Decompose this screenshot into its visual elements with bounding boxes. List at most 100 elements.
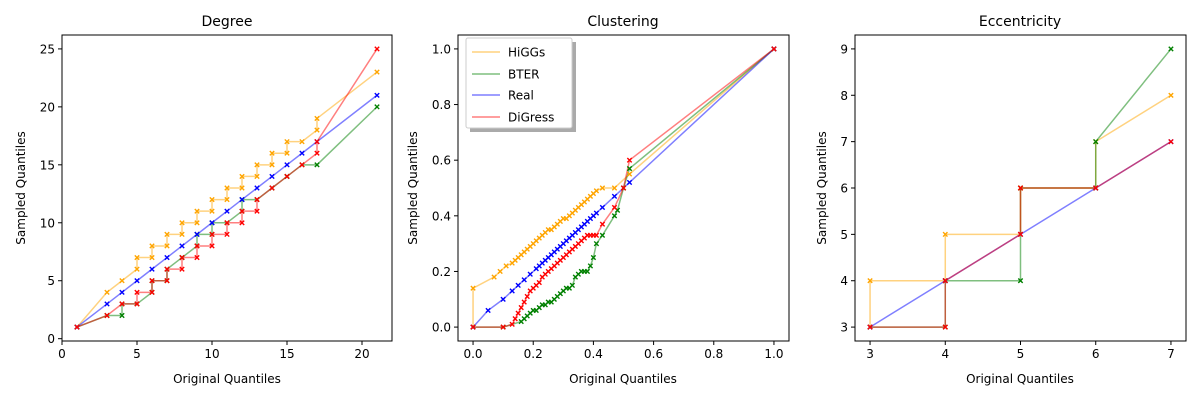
clustering-point-bter [611, 213, 618, 219]
legend-label-higgs: HiGGs [508, 46, 545, 60]
eccentricity-x-tick-label: 4 [941, 347, 949, 361]
degree-point-digress [374, 46, 380, 52]
clustering-point-real [485, 307, 491, 314]
clustering-point-digress [620, 185, 627, 191]
degree-point-real [299, 150, 305, 156]
degree-x-tick-label: 20 [354, 347, 369, 361]
clustering-point-higgs [611, 185, 618, 191]
degree-point-higgs [209, 208, 215, 214]
degree-point-digress [254, 208, 260, 214]
degree-axes-frame [61, 34, 393, 342]
eccentricity-x-tick-label: 5 [1017, 347, 1025, 361]
degree-point-digress [209, 243, 215, 249]
legend-label-real: Real [508, 89, 534, 103]
degree-point-digress [74, 324, 80, 330]
legend-label-digress: DiGress [508, 111, 554, 125]
clustering-point-digress [500, 324, 506, 330]
degree-point-higgs [269, 150, 275, 156]
degree-point-higgs [164, 243, 170, 249]
eccentricity-point-higgs [867, 278, 873, 284]
degree-point-higgs [284, 138, 290, 145]
eccentricity-panel: Eccentricity Original Quantiles Sampled … [815, 14, 1187, 386]
degree-point-digress [119, 301, 125, 307]
degree-point-higgs [254, 173, 260, 180]
degree-point-higgs [284, 150, 290, 156]
degree-x-tick-label: 15 [279, 347, 294, 361]
eccentricity-y-tick-label: 7 [840, 135, 848, 149]
degree-point-digress [194, 243, 200, 249]
eccentricity-point-digress [867, 324, 873, 330]
degree-point-real [134, 278, 140, 284]
eccentricity-point-digress [1093, 185, 1099, 191]
clustering-y-axis-label: Sampled Quantiles [406, 131, 420, 244]
degree-x-tick-label: 0 [58, 347, 66, 361]
eccentricity-point-higgs [1168, 92, 1174, 98]
eccentricity-point-bter [1168, 46, 1174, 52]
clustering-x-tick-label: 1.0 [764, 347, 783, 361]
degree-point-real [104, 301, 110, 307]
degree-point-digress [269, 185, 275, 191]
clustering-y-tick-label: 0.8 [432, 98, 451, 112]
clustering-point-bter [587, 263, 594, 269]
degree-point-digress [299, 162, 305, 168]
clustering-point-digress [512, 316, 518, 322]
clustering-point-real [593, 210, 600, 216]
degree-point-digress [149, 278, 155, 284]
clustering-point-bter [569, 282, 576, 289]
eccentricity-x-tick-label: 7 [1167, 347, 1175, 361]
clustering-point-digress [521, 299, 527, 305]
eccentricity-y-tick-label: 9 [840, 42, 848, 56]
degree-point-higgs [104, 289, 110, 296]
degree-point-bter [374, 104, 380, 110]
legend-label-bter: BTER [508, 68, 539, 82]
clustering-x-axis-label: Original Quantiles [569, 372, 677, 386]
clustering-y-tick-label: 0.4 [432, 209, 451, 223]
degree-point-bter [119, 312, 125, 319]
clustering-point-digress [536, 279, 542, 286]
degree-point-real [149, 266, 155, 272]
degree-y-axis-label: Sampled Quantiles [14, 131, 28, 244]
degree-y-tick-label: 15 [40, 158, 55, 172]
clustering-point-digress [611, 204, 618, 211]
eccentricity-point-digress [1017, 231, 1024, 238]
clustering-point-real [509, 288, 515, 294]
eccentricity-point-bter [1017, 278, 1024, 284]
clustering-point-digress [626, 157, 633, 163]
clustering-point-digress [509, 321, 515, 328]
eccentricity-point-higgs [942, 231, 948, 238]
clustering-point-higgs [626, 171, 633, 177]
eccentricity-point-digress [1168, 138, 1174, 145]
degree-point-real [209, 220, 215, 226]
clustering-point-digress [470, 324, 476, 330]
clustering-x-tick-label: 0.4 [584, 347, 603, 361]
clustering-y-tick-label: 0.6 [432, 154, 451, 168]
clustering-point-digress [524, 293, 530, 300]
degree-point-real [239, 196, 245, 203]
eccentricity-point-digress [1017, 185, 1024, 191]
clustering-point-real [626, 179, 633, 186]
degree-panel: Degree Original Quantiles Sampled Quanti… [14, 14, 393, 386]
degree-x-axis-label: Original Quantiles [173, 372, 281, 386]
degree-point-digress [284, 173, 290, 180]
degree-point-digress [179, 254, 185, 261]
degree-point-higgs [134, 266, 140, 272]
degree-point-real [179, 243, 185, 249]
degree-point-digress [164, 278, 170, 284]
eccentricity-point-digress [942, 324, 948, 330]
degree-point-higgs [314, 127, 320, 133]
degree-point-higgs [254, 162, 260, 168]
degree-point-digress [314, 150, 320, 156]
clustering-point-digress [515, 310, 521, 316]
degree-point-digress [194, 254, 200, 261]
degree-y-tick-label: 20 [40, 100, 55, 114]
degree-point-real [284, 162, 290, 168]
degree-y-tick-label: 0 [47, 332, 55, 346]
degree-y-tick-label: 25 [40, 42, 55, 56]
clustering-point-bter [584, 268, 591, 275]
degree-y-tick-label: 10 [40, 216, 55, 230]
clustering-point-real [527, 271, 533, 277]
degree-point-real [254, 185, 260, 191]
degree-point-higgs [134, 254, 140, 261]
degree-point-digress [209, 231, 215, 238]
